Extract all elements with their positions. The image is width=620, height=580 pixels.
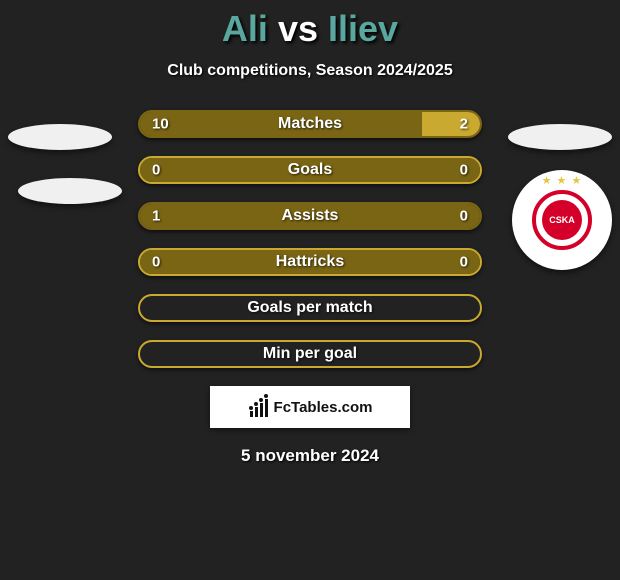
fctables-link[interactable]: FcTables.com — [210, 386, 410, 428]
stat-label: Hattricks — [140, 253, 480, 271]
stat-value-left: 0 — [152, 254, 160, 271]
stat-value-left: 10 — [152, 116, 169, 133]
player1-name: Ali — [222, 8, 268, 49]
page-title: Ali vs Iliev — [0, 0, 620, 50]
stat-row: Assists1 0 — [138, 202, 482, 230]
stat-label: Matches — [140, 115, 480, 133]
stat-value-left: 1 — [152, 208, 160, 225]
stat-label: Assists — [140, 207, 480, 225]
stats-area: Matches102Goals00Assists10Hattricks00Goa… — [0, 110, 620, 368]
stat-value-right: 0 — [460, 254, 468, 271]
stat-row: Goals0 0 — [138, 156, 482, 184]
fctables-chart-icon — [248, 397, 268, 417]
stat-value-left: 0 — [152, 162, 160, 179]
subtitle: Club competitions, Season 2024/2025 — [0, 62, 620, 80]
stat-row: Hattricks0 0 — [138, 248, 482, 276]
stat-value-right: 0 — [460, 208, 468, 225]
player2-name: Iliev — [328, 8, 398, 49]
stat-label: Min per goal — [140, 345, 480, 363]
stat-label: Goals — [140, 161, 480, 179]
date-label: 5 november 2024 — [0, 446, 620, 466]
stat-label: Goals per match — [140, 299, 480, 317]
stat-row: Min per goal — [138, 340, 482, 368]
stat-value-right: 0 — [460, 162, 468, 179]
stat-row: Matches10 2 — [138, 110, 482, 138]
stat-row: Goals per match — [138, 294, 482, 322]
fctables-label: FcTables.com — [274, 399, 373, 416]
vs-label: vs — [278, 8, 318, 49]
stat-value-right: 2 — [460, 116, 468, 133]
